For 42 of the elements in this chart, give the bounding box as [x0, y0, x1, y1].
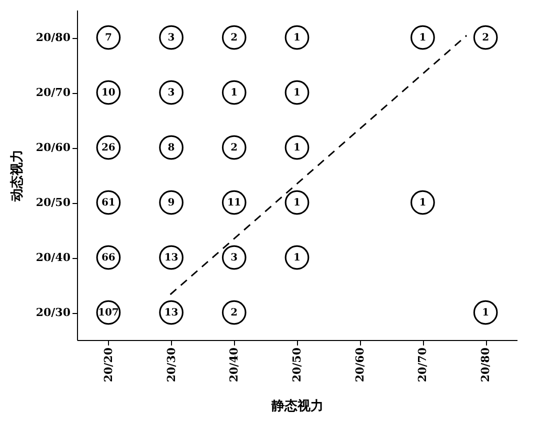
data-label: 1 [294, 252, 300, 264]
x-tick-label: 20/40 [228, 347, 241, 382]
x-tick-label: 20/20 [102, 347, 115, 382]
data-label: 1 [419, 198, 426, 208]
data-label: 2 [230, 308, 238, 318]
x-axis-title: 静态视力 [270, 398, 324, 414]
x-tick-label: 20/60 [353, 347, 366, 382]
data-label: 7 [104, 32, 112, 44]
data-label: 3 [168, 88, 175, 98]
y-tick-label: 20/60 [36, 141, 71, 154]
data-label: 2 [230, 142, 238, 154]
data-label: 1 [482, 308, 490, 318]
y-axis-title: 动态视力 [8, 150, 25, 202]
data-label: 3 [168, 32, 175, 44]
data-label: 8 [168, 142, 175, 154]
data-label: 107 [98, 308, 119, 318]
data-label: 11 [227, 198, 242, 208]
x-tick-label: 20/30 [164, 347, 178, 382]
data-label: 1 [294, 198, 300, 208]
x-tick-label: 20/80 [479, 347, 492, 382]
data-label: 66 [101, 252, 116, 264]
data-label: 2 [230, 32, 238, 44]
data-label: 1 [294, 32, 300, 44]
data-label: 26 [101, 142, 116, 154]
data-label: 13 [164, 252, 178, 264]
y-tick-label: 20/40 [36, 251, 71, 264]
data-label: 1 [294, 142, 300, 154]
data-label: 13 [164, 308, 178, 318]
y-tick-label: 20/70 [36, 86, 71, 99]
y-tick-label: 20/30 [36, 306, 71, 319]
x-tick-label: 20/50 [290, 347, 304, 382]
data-label: 9 [168, 198, 175, 208]
data-label: 3 [230, 252, 238, 264]
data-label: 2 [482, 32, 490, 44]
data-label: 1 [419, 32, 426, 44]
y-tick-label: 20/80 [36, 31, 71, 44]
data-label: 1 [230, 88, 238, 98]
data-label: 1 [294, 88, 300, 98]
x-tick-label: 20/70 [416, 347, 430, 382]
y-tick-label: 20/50 [36, 196, 71, 209]
data-label: 61 [101, 198, 116, 208]
data-label: 10 [101, 88, 116, 98]
